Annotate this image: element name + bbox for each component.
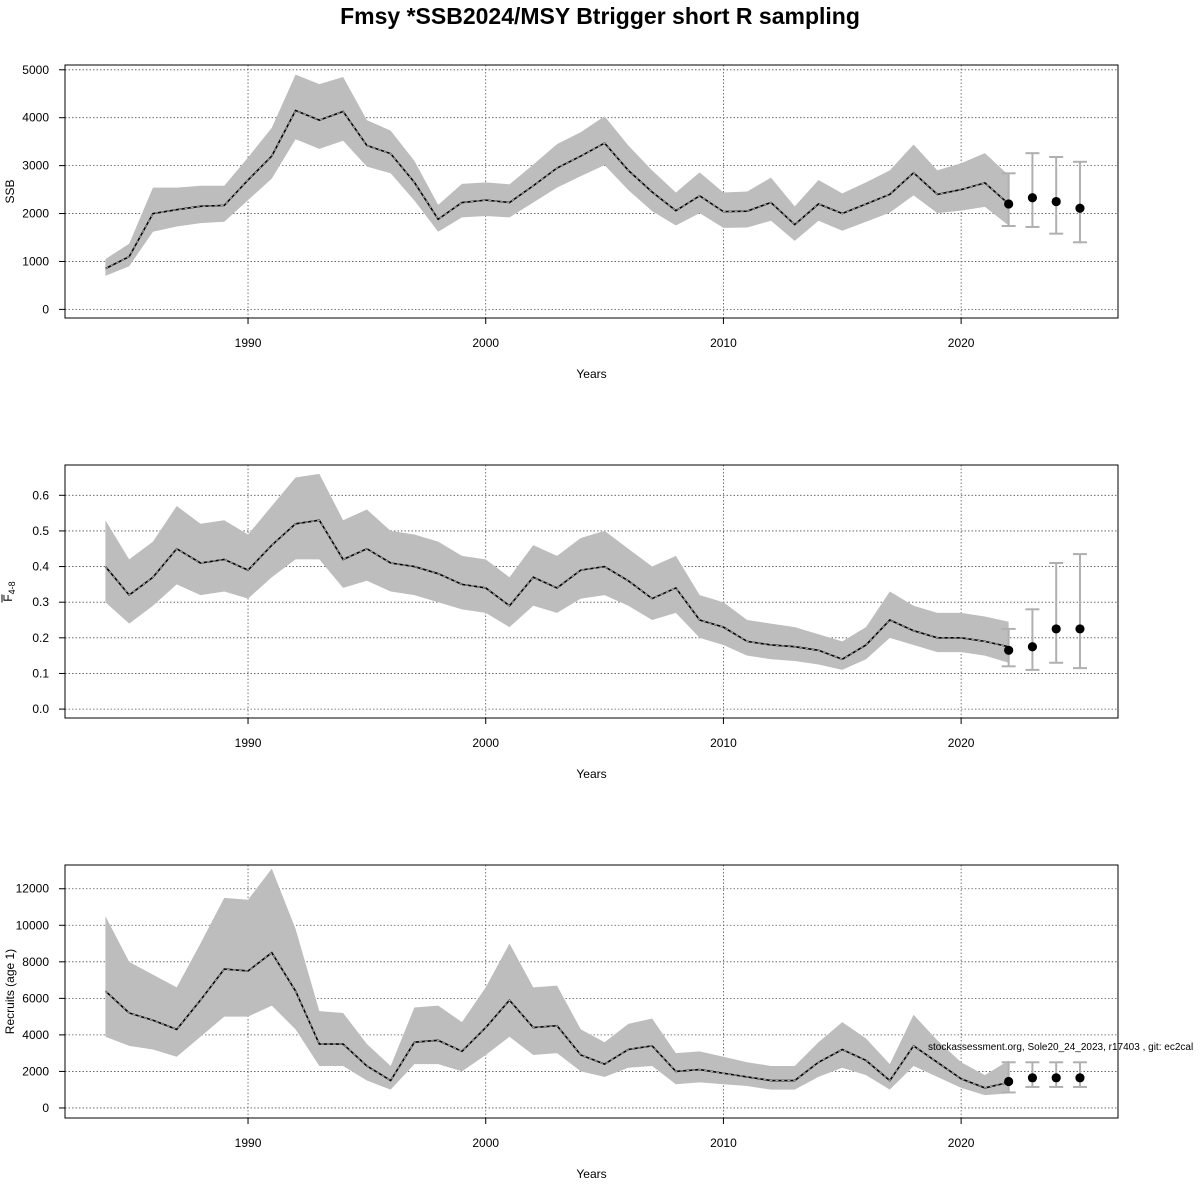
forecast-point (1004, 645, 1014, 655)
forecast-point (1075, 624, 1085, 634)
x-tick-label: 1990 (235, 1136, 262, 1150)
confidence-band (105, 74, 1009, 276)
y-axis-label: F4-8 (1, 581, 17, 601)
plot-frame (64, 464, 1119, 719)
y-tick-label: 6000 (22, 991, 49, 1005)
y-tick-label: 5000 (22, 63, 49, 77)
y-tick-label: 4000 (22, 1028, 49, 1042)
y-tick-label: 12000 (16, 882, 50, 896)
y-tick-label: 2000 (22, 207, 49, 221)
estimate-line-dash (105, 519, 1009, 660)
y-tick-label: 0.5 (32, 524, 49, 538)
y-tick-label: 4000 (22, 111, 49, 125)
y-tick-label: 0 (42, 1101, 49, 1115)
x-tick-label: 2020 (948, 736, 975, 750)
forecast-point (1051, 1073, 1061, 1083)
fbar-panel: 1990 2000 2010 2020 0.0 0.1 0.2 0.3 0.4 0.5 0.6 Yea… (1, 464, 1119, 781)
y-tick-label: 3000 (22, 159, 49, 173)
confidence-band (105, 868, 1009, 1096)
forecast-point (1075, 1073, 1085, 1083)
x-tick-label: 1990 (235, 336, 262, 350)
x-axis-label: Years (576, 367, 606, 381)
x-tick-label: 2020 (948, 1136, 975, 1150)
y-tick-label: 0 (42, 302, 49, 316)
estimate-line-dash (105, 109, 1009, 270)
x-tick-label: 2020 (948, 336, 975, 350)
x-tick-label: 1990 (235, 736, 262, 750)
chart-title: Fmsy *SSB2024/MSY Btrigger short R sampl… (340, 3, 860, 29)
y-tick-label: 0.4 (32, 560, 49, 574)
forecast-point (1027, 1073, 1038, 1083)
ssb-panel: 1990 2000 2010 2020 0 1000 2000 3000 4000 5000 Yea… (3, 63, 1119, 381)
x-axis-label: Years (576, 1167, 606, 1181)
y-tick-label: 10000 (16, 918, 50, 932)
y-tick-label: 2000 (22, 1064, 49, 1078)
x-axis-label: Years (576, 767, 606, 781)
forecast-point (1051, 196, 1061, 207)
forecast-point (1027, 642, 1038, 652)
y-tick-label: 0.6 (32, 488, 49, 502)
forecast-point (1004, 1076, 1014, 1087)
y-tick-label: 0.1 (32, 666, 49, 680)
x-tick-label: 2000 (472, 736, 499, 750)
y-tick-label: 0.3 (32, 595, 49, 609)
y-tick-label: 1000 (22, 254, 49, 268)
plot-frame (64, 64, 1119, 319)
x-tick-label: 2010 (710, 336, 737, 350)
x-tick-label: 2010 (710, 1136, 737, 1150)
y-axis-label: SSB (3, 179, 17, 203)
estimate-line-dash (105, 952, 1009, 1089)
forecast-point (1051, 624, 1061, 634)
forecast-point (1027, 193, 1038, 203)
x-tick-label: 2010 (710, 736, 737, 750)
confidence-band (105, 473, 1009, 670)
recruits-panel: 1990 2000 2010 2020 0 2000 4000 6000 8000 10000 12… (3, 864, 1119, 1181)
forecast-point (1004, 199, 1014, 209)
footnote: stockassessment.org, Sole20_24_2023, r17… (928, 1042, 1193, 1053)
y-tick-label: 8000 (22, 955, 49, 969)
plot-frame (64, 864, 1119, 1119)
x-tick-label: 2000 (472, 1136, 499, 1150)
y-tick-label: 0.0 (32, 702, 49, 716)
y-tick-label: 0.2 (32, 631, 49, 645)
x-tick-label: 2000 (472, 336, 499, 350)
y-axis-label: Recruits (age 1) (3, 949, 17, 1034)
forecast-point (1075, 203, 1085, 213)
